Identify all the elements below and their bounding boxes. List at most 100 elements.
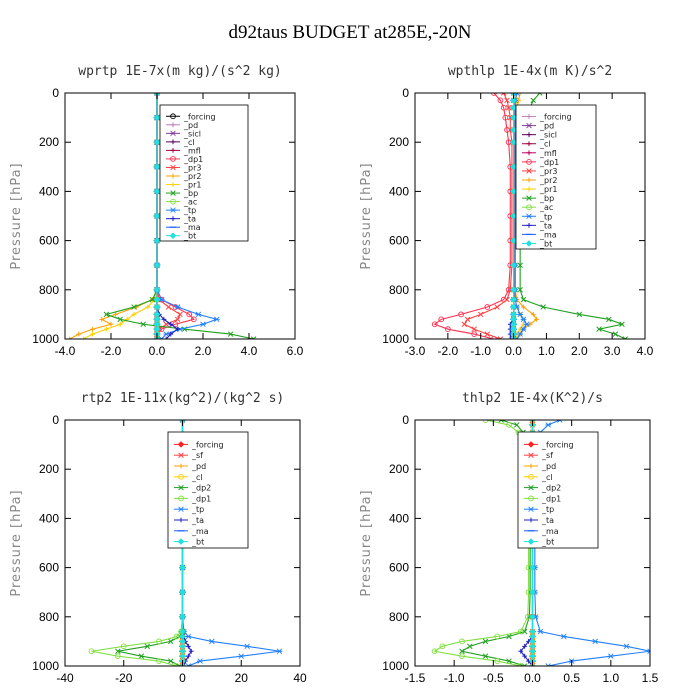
legend-label: _dp1 [539,158,559,167]
data-point [153,261,161,269]
legend-label: _forcing [183,112,216,121]
data-point [131,304,137,310]
data-point [461,321,468,327]
legend-label: _pr1 [183,181,201,190]
data-point [507,336,513,339]
figure-title: d92taus BUDGET at285E,-20N [228,22,472,43]
legend-label: _tp [541,505,554,514]
legend-label: _bp [183,189,198,198]
x-tick-label: 0.0 [524,671,541,685]
legend-label: _dp2 [541,484,561,493]
legend-label: _tp [191,505,204,514]
data-point [494,658,501,664]
data-point [158,336,165,339]
data-point [505,105,512,111]
y-tick-label: 0 [52,86,59,100]
legend-marker [170,198,176,205]
x-tick-label: -1.0 [470,344,491,358]
data-point [173,663,180,666]
data-point [227,331,234,337]
data-point [517,262,523,268]
data-point [497,336,504,339]
legend-marker [170,113,176,120]
x-tick-label: 0.0 [149,344,166,358]
data-point [467,643,473,650]
data-point [120,643,127,650]
y-tick-label: 0 [402,413,409,427]
y-tick-label: 200 [39,462,59,476]
x-tick-label: 0.5 [563,671,580,685]
y-tick-label: 600 [389,561,409,575]
data-point [153,114,161,121]
data-point [195,311,202,318]
legend-marker [178,463,184,469]
data-point [510,163,517,171]
data-point [484,304,491,310]
legend: _forcing_pd_sicl_cl_mfl_dp1_pr3_pr2_pr1_… [159,104,249,242]
data-point [190,316,197,323]
data-point [530,97,537,104]
legend-marker [526,114,532,119]
data-point [517,628,524,635]
data-point [510,126,517,134]
data-point [149,296,156,303]
data-point [514,422,520,428]
data-point [115,648,121,654]
data-point [104,326,109,332]
legend-label: _bt [541,538,554,547]
x-tick-label: 40 [293,671,307,685]
legend-marker [170,207,176,213]
data-point [623,643,630,650]
legend-marker [170,122,176,128]
data-point [622,336,629,339]
data-point [510,104,517,112]
legend-label: _dp1 [541,494,561,503]
legend-marker [526,204,532,211]
data-point [168,331,174,337]
data-point [153,296,161,303]
legend-label: _mfl [183,146,201,155]
legend-label: _pd [191,462,206,471]
legend-label: _mfl [539,149,557,158]
data-point [88,648,95,655]
legend-marker [528,473,534,480]
data-point [529,564,536,571]
data-point [517,93,523,96]
x-tick-label: -3.0 [405,344,426,358]
legend-marker [177,538,185,545]
series-pr2 [67,93,160,339]
data-point [459,638,465,645]
data-point [179,564,186,571]
data-point [238,653,245,659]
data-point [153,163,161,171]
y-tick-label: 200 [389,135,409,149]
data-point [153,212,161,220]
legend-marker [170,216,176,222]
data-point [482,653,489,659]
data-point [99,316,105,322]
legend-marker [526,141,532,147]
y-tick-label: 200 [39,135,59,149]
x-tick-label: 0.0 [505,344,522,358]
x-tick-label: -20 [115,671,133,685]
data-point [145,304,151,310]
series-line-dp1 [433,420,530,666]
data-point [497,97,504,104]
data-point [144,643,151,650]
legend-marker [178,517,184,523]
legend-marker [177,441,185,448]
data-point [510,261,517,269]
data-point [185,633,192,640]
data-point [276,648,283,654]
data-point [518,648,524,654]
series-dp1 [431,420,532,666]
series-line-pr2 [69,93,158,339]
data-point [179,588,186,596]
legend-label: _cl [183,138,195,147]
data-point [153,286,161,294]
data-point [175,326,181,332]
data-point [174,304,181,310]
series-line-dp1 [433,93,511,339]
data-point [250,336,257,339]
